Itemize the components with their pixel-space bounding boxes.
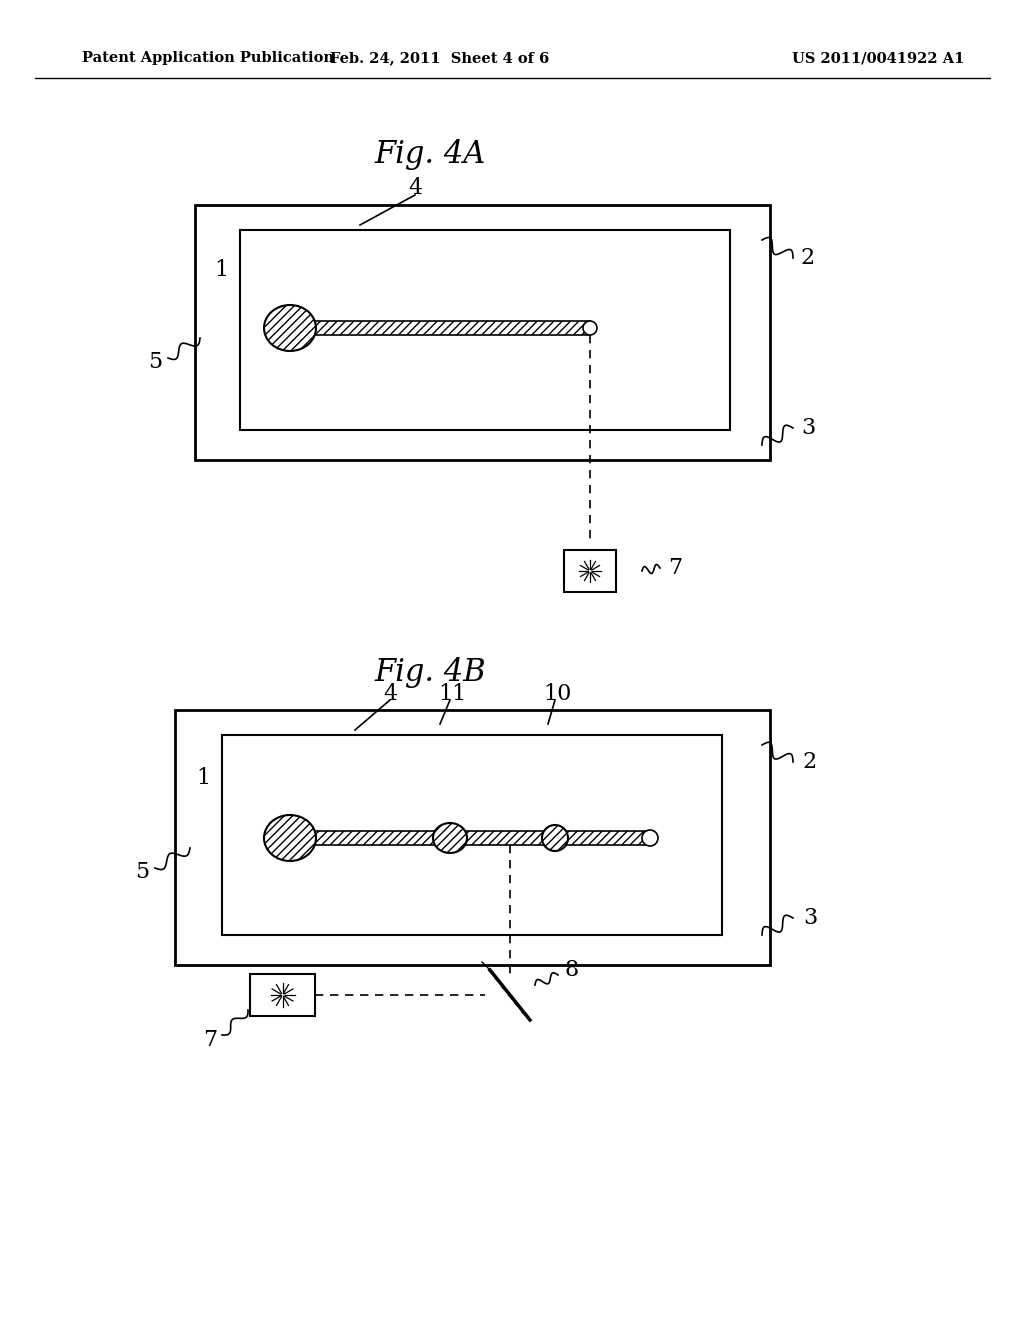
Bar	[268, 832, 650, 845]
Bar	[240, 230, 730, 430]
Text: 4: 4	[383, 682, 397, 705]
Text: 4: 4	[408, 177, 422, 199]
Text: 1: 1	[196, 767, 210, 789]
Text: Fig. 4A: Fig. 4A	[375, 140, 485, 170]
Text: 2: 2	[801, 247, 815, 269]
Text: 10: 10	[543, 682, 571, 705]
Ellipse shape	[264, 814, 316, 861]
Text: 7: 7	[203, 1030, 217, 1051]
Ellipse shape	[264, 305, 316, 351]
Text: 8: 8	[565, 960, 580, 981]
Text: Fig. 4B: Fig. 4B	[374, 656, 485, 688]
Bar	[268, 321, 590, 335]
Text: Patent Application Publication: Patent Application Publication	[82, 51, 334, 65]
Ellipse shape	[642, 830, 658, 846]
Text: US 2011/0041922 A1: US 2011/0041922 A1	[792, 51, 965, 65]
Text: 1: 1	[214, 259, 228, 281]
Ellipse shape	[542, 825, 568, 851]
Ellipse shape	[583, 321, 597, 335]
Text: 5: 5	[147, 351, 162, 374]
Text: 11: 11	[438, 682, 466, 705]
Bar	[195, 205, 770, 459]
Text: 3: 3	[803, 907, 817, 929]
Text: 5: 5	[135, 861, 150, 883]
Bar	[564, 550, 616, 591]
Text: 2: 2	[803, 751, 817, 774]
Bar	[222, 735, 722, 935]
Bar	[175, 710, 770, 965]
Text: 3: 3	[801, 417, 815, 440]
Ellipse shape	[433, 822, 467, 853]
Text: Feb. 24, 2011  Sheet 4 of 6: Feb. 24, 2011 Sheet 4 of 6	[331, 51, 550, 65]
Bar	[250, 974, 315, 1016]
Text: 7: 7	[668, 557, 682, 579]
